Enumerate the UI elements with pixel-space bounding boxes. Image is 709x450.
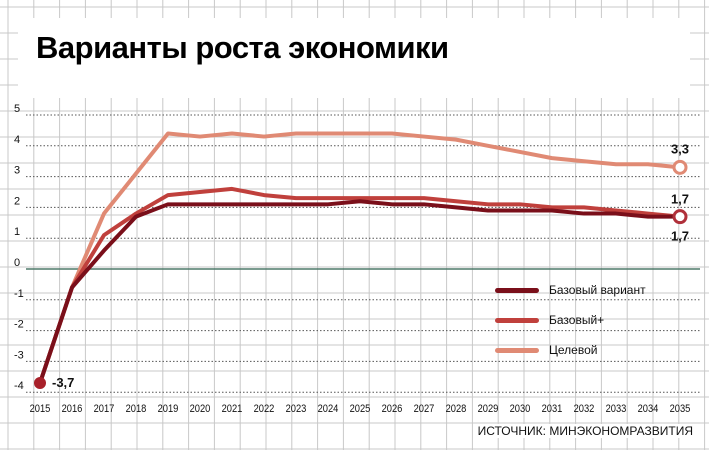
- x-tick-label: 2016: [62, 403, 83, 415]
- annotation-label: -3,7: [52, 375, 74, 390]
- y-tick-label: -1: [14, 288, 24, 300]
- x-tick-label: 2020: [190, 403, 211, 415]
- y-tick-label: 2: [14, 195, 20, 207]
- x-tick-label: 2034: [638, 403, 659, 415]
- x-tick-label: 2025: [350, 403, 371, 415]
- source-note: ИСТОЧНИК: МИНЭКОНОМРАЗВИТИЯ: [475, 424, 695, 438]
- x-tick-label: 2030: [510, 403, 531, 415]
- legend: Базовый вариант Базовый+ Целевой: [495, 275, 646, 365]
- legend-label: Базовый вариант: [549, 283, 646, 297]
- x-tick-label: 2015: [30, 403, 51, 415]
- end-marker-target: [672, 159, 688, 175]
- x-tick-label: 2029: [478, 403, 499, 415]
- legend-item: Целевой: [495, 335, 646, 365]
- start-marker: [34, 376, 46, 389]
- y-tick-label: -2: [14, 319, 24, 331]
- x-tick-label: 2031: [542, 403, 563, 415]
- x-tick-label: 2021: [222, 403, 243, 415]
- y-tick-label: 5: [14, 103, 20, 115]
- x-tick-label: 2023: [286, 403, 307, 415]
- x-tick-label: 2019: [158, 403, 179, 415]
- annotation-label: 3,3: [671, 141, 689, 156]
- y-tick-label: -4: [14, 380, 24, 392]
- annotation-label: 1,7: [671, 192, 689, 207]
- annotation-label: 1,7: [671, 229, 689, 244]
- x-tick-label: 2024: [318, 403, 339, 415]
- x-tick-label: 2026: [382, 403, 403, 415]
- end-marker-base: [672, 209, 688, 225]
- x-tick-label: 2017: [94, 403, 115, 415]
- y-tick-label: 3: [14, 165, 20, 177]
- legend-item: Базовый вариант: [495, 275, 646, 305]
- legend-label: Базовый+: [549, 313, 605, 327]
- legend-item: Базовый+: [495, 305, 646, 335]
- x-tick-label: 2022: [254, 403, 275, 415]
- legend-swatch: [495, 347, 539, 353]
- x-tick-label: 2018: [126, 403, 147, 415]
- x-tick-label: 2035: [670, 403, 691, 415]
- y-tick-label: 1: [14, 226, 20, 238]
- legend-swatch: [495, 287, 539, 293]
- x-tick-label: 2027: [414, 403, 435, 415]
- legend-label: Целевой: [549, 343, 598, 357]
- x-tick-label: 2033: [606, 403, 627, 415]
- y-tick-label: 0: [14, 257, 20, 269]
- title-box: [18, 18, 690, 98]
- x-tick-label: 2032: [574, 403, 595, 415]
- legend-swatch: [495, 317, 539, 323]
- y-tick-label: -3: [14, 349, 24, 361]
- x-tick-label: 2028: [446, 403, 467, 415]
- chart-title: Варианты роста экономики: [36, 30, 449, 65]
- y-tick-label: 4: [14, 134, 20, 146]
